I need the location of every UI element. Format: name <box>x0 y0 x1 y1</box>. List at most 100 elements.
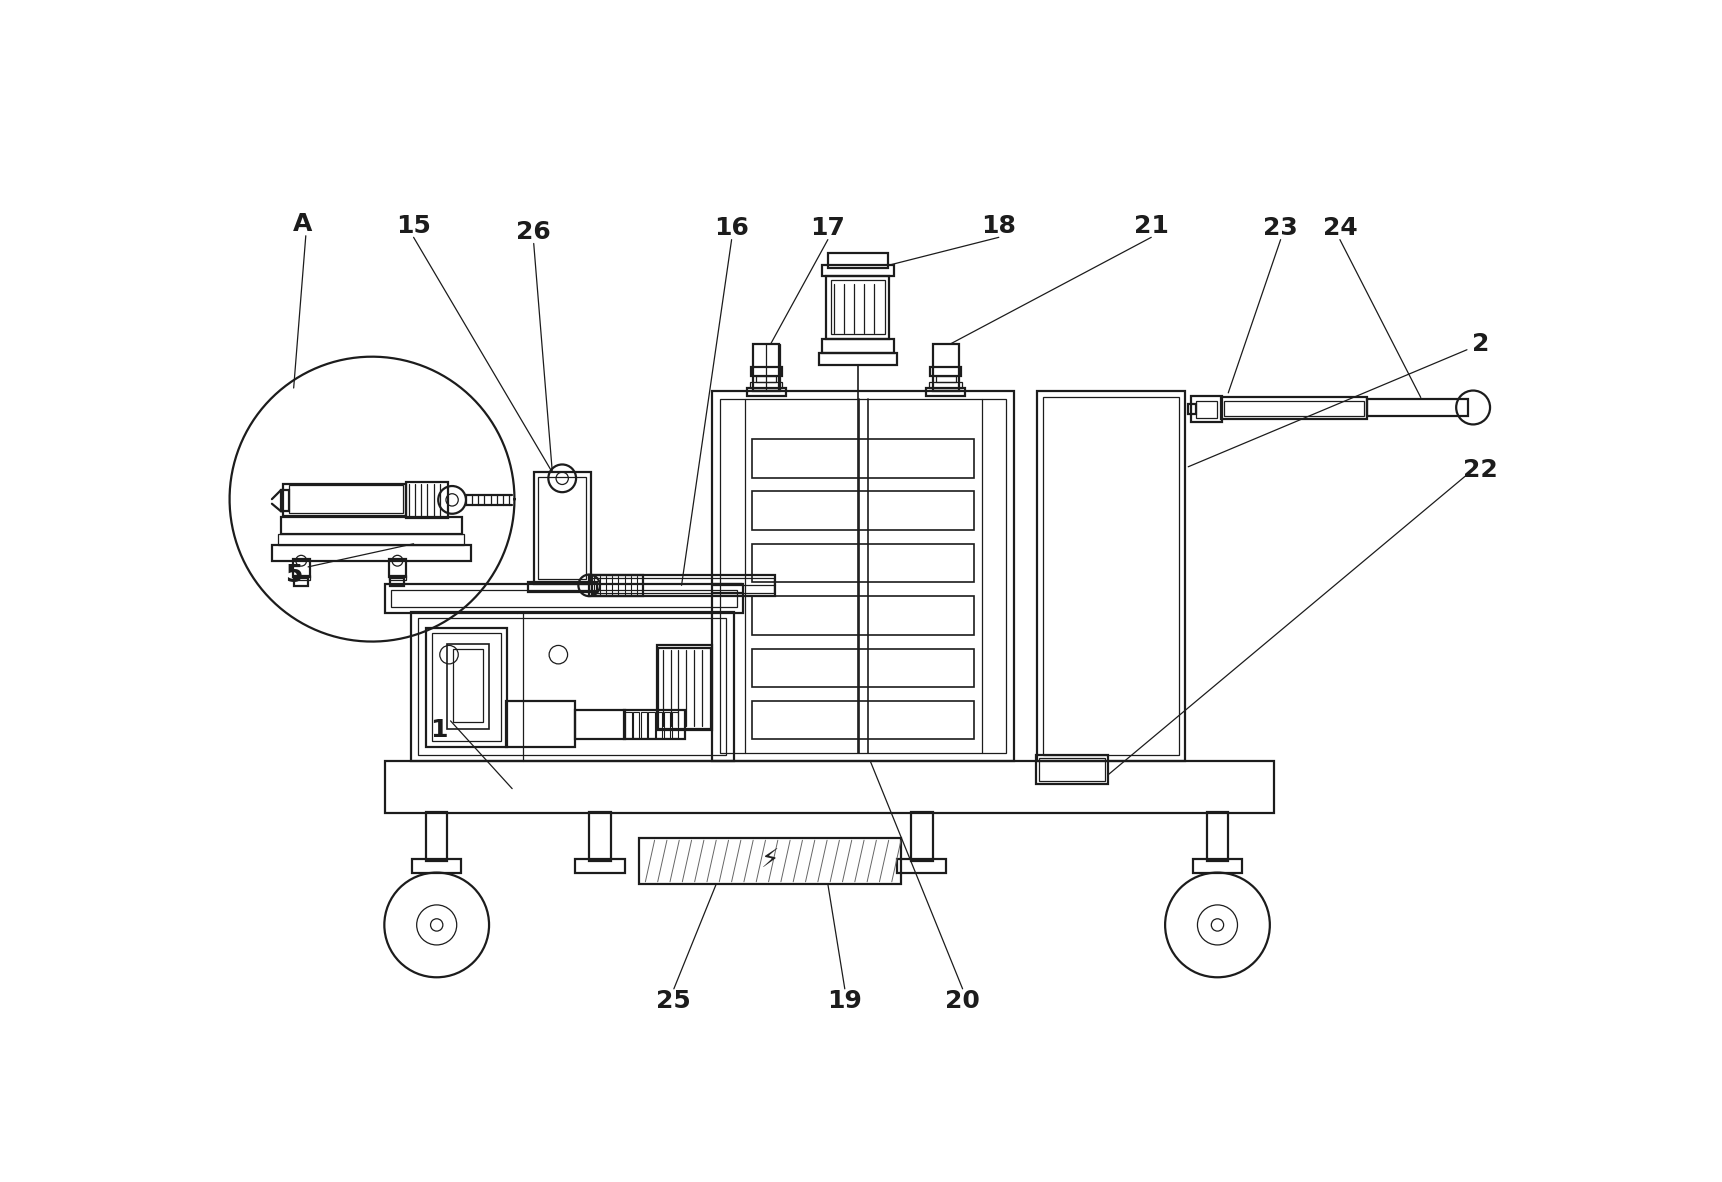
Bar <box>634 712 639 738</box>
Bar <box>672 712 678 738</box>
Bar <box>425 812 448 860</box>
Bar <box>389 576 406 580</box>
Text: A: A <box>293 213 312 236</box>
Bar <box>272 545 470 560</box>
Bar <box>649 712 654 738</box>
Bar <box>1188 403 1195 415</box>
Bar <box>828 253 889 268</box>
Bar <box>1193 859 1242 873</box>
Bar <box>935 376 956 382</box>
Bar <box>527 583 598 591</box>
Bar <box>412 859 461 873</box>
Text: 20: 20 <box>945 989 980 1013</box>
Bar <box>410 611 734 761</box>
Bar <box>293 559 310 577</box>
Bar <box>933 344 959 391</box>
Bar <box>930 366 961 376</box>
Bar <box>753 344 780 391</box>
Text: ⚡: ⚡ <box>761 847 780 873</box>
Bar <box>1221 397 1367 420</box>
Bar <box>281 517 461 534</box>
Bar <box>386 584 744 613</box>
Bar <box>926 388 964 396</box>
Bar <box>281 489 289 512</box>
Bar <box>589 574 775 596</box>
Text: 15: 15 <box>396 214 430 238</box>
Bar <box>391 590 737 606</box>
Text: 21: 21 <box>1133 214 1169 238</box>
Bar <box>591 578 773 593</box>
Bar <box>827 275 890 339</box>
Bar <box>753 544 975 583</box>
Bar <box>713 391 1014 761</box>
Bar <box>534 472 591 584</box>
Bar <box>751 366 782 376</box>
Bar <box>293 576 310 580</box>
Bar <box>832 280 885 335</box>
Bar <box>446 644 489 728</box>
Bar <box>756 376 777 382</box>
Text: 26: 26 <box>517 220 551 243</box>
Bar <box>539 476 585 579</box>
Bar <box>1367 400 1469 416</box>
Bar <box>897 859 947 873</box>
Bar <box>575 710 625 740</box>
Bar <box>753 649 975 687</box>
Bar <box>589 812 611 860</box>
Bar <box>1038 758 1106 781</box>
Bar <box>418 618 727 755</box>
Bar <box>656 645 713 730</box>
Text: 2: 2 <box>1472 332 1490 356</box>
Bar <box>821 339 894 352</box>
Bar <box>282 483 406 517</box>
Bar <box>1207 812 1228 860</box>
Bar <box>289 486 403 513</box>
Text: 17: 17 <box>811 216 846 240</box>
Bar <box>753 492 975 530</box>
Bar <box>592 574 642 596</box>
Bar <box>1035 755 1109 784</box>
Bar <box>641 712 647 738</box>
Bar <box>720 400 1006 753</box>
Bar <box>821 265 894 275</box>
Bar <box>753 439 975 478</box>
Bar <box>639 838 901 884</box>
Text: 18: 18 <box>982 214 1016 238</box>
Text: 25: 25 <box>656 989 691 1013</box>
Bar <box>911 812 933 860</box>
Bar <box>753 701 975 740</box>
Bar <box>432 634 501 741</box>
Text: 22: 22 <box>1464 457 1498 482</box>
Bar <box>294 578 308 586</box>
Text: 16: 16 <box>715 216 749 240</box>
Bar <box>406 482 448 518</box>
Bar <box>753 596 975 635</box>
Bar <box>747 388 785 396</box>
Bar <box>1044 397 1180 755</box>
Text: 5: 5 <box>284 563 301 586</box>
Bar <box>1037 391 1185 761</box>
Bar <box>1195 401 1217 417</box>
Bar <box>623 710 685 740</box>
Bar <box>656 712 663 738</box>
Bar <box>425 628 506 747</box>
Bar <box>818 352 897 365</box>
Bar <box>575 859 625 873</box>
Bar <box>453 649 482 722</box>
Bar <box>625 712 632 738</box>
Bar <box>930 382 963 388</box>
Bar <box>277 534 465 545</box>
Text: 1: 1 <box>430 719 448 742</box>
Bar <box>506 701 575 747</box>
Bar <box>391 578 405 586</box>
Text: 24: 24 <box>1322 216 1357 240</box>
Bar <box>665 712 670 738</box>
Bar <box>389 559 406 577</box>
Bar <box>1224 401 1364 416</box>
Bar <box>386 761 1274 813</box>
Bar <box>1192 396 1223 422</box>
Text: 19: 19 <box>827 989 863 1013</box>
Bar <box>658 648 711 728</box>
Bar <box>751 382 782 388</box>
Text: 23: 23 <box>1264 216 1298 240</box>
